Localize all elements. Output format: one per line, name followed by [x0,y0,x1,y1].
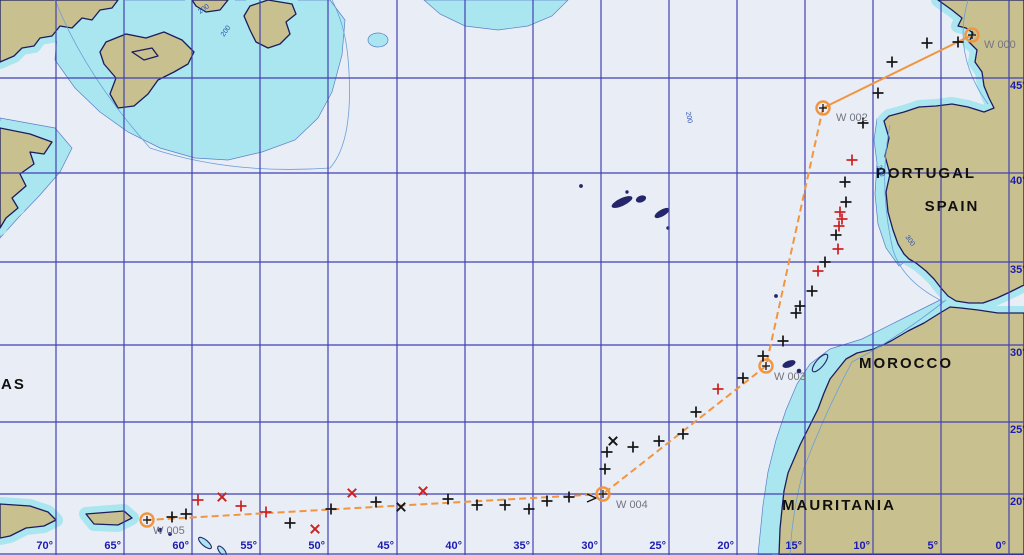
x-fix-mark [418,486,428,496]
top-middle-shoal [423,0,569,31]
waypoint-w-000[interactable] [964,27,980,43]
x-fix-mark [217,492,227,502]
waypoint-ring[interactable] [815,100,831,116]
leeward-island [198,536,212,550]
land-hispaniola [0,503,57,539]
land-africa [778,306,1024,555]
waypoint-ring[interactable] [595,486,611,502]
longitude-tick-label: 40° [445,540,462,552]
waypoint-ring[interactable] [139,512,155,528]
azores-island [654,207,670,219]
land-new-england [0,127,53,229]
land-pei [131,47,159,61]
longitude-tick-label: 20° [717,540,734,552]
longitude-tick-label: 50° [308,540,325,552]
waypoint-label: W 003 [774,371,806,383]
virgin-islands-islet [157,527,163,533]
longitude-tick-label: 35° [513,540,530,552]
land-newfoundland-north [191,0,229,13]
longitude-tick-label: 10° [853,540,870,552]
virgin-islands-islet [168,532,172,536]
longitude-tick-label: 5° [927,540,938,552]
depth-label: 300 [875,164,885,177]
depth-contour-line [962,0,989,105]
azores-islet [625,190,629,194]
islands-layer [157,184,829,555]
region-label: SPAIN [925,198,980,215]
azores-island [611,196,633,208]
depth-contour-line [884,124,945,303]
grand-banks-shoal [54,0,346,161]
latitude-tick-label: 35° [1010,264,1024,276]
longitude-tick-label: 30° [581,540,598,552]
x-fix-mark [608,436,618,446]
course-arrow-mark [586,493,598,503]
azores-islet [579,184,583,188]
x-fix-mark [310,524,320,534]
route-leg [602,365,767,495]
madeira-island [782,360,796,368]
longitude-tick-label: 60° [172,540,189,552]
flemish-cap-shoal [367,32,389,48]
waypoint-ring[interactable] [758,358,774,374]
land-france-iberia [883,0,1024,304]
longitude-tick-label: 65° [104,540,121,552]
canary-island [811,353,829,373]
waypoint-label: W 004 [616,499,648,511]
latitude-tick-label: 20° [1010,496,1024,508]
waypoint-w-005[interactable] [139,512,155,528]
x-fix-mark [347,488,357,498]
longitude-tick-label: 0° [995,540,1006,552]
latitude-tick-label: 40° [1010,175,1024,187]
longitude-tick-label: 55° [240,540,257,552]
latitude-tick-label: 30° [1010,347,1024,359]
waypoint-w-003[interactable] [758,358,774,374]
land-puerto-rico [85,510,133,526]
route-leg [822,34,973,109]
region-label: MOROCCO [859,355,953,372]
latitude-tick-label: 45° [1010,80,1024,92]
position-fix-marks-layer [166,36,964,534]
longitude-tick-label: 70° [36,540,53,552]
region-label: MAURITANIA [782,497,896,514]
route-leg [765,107,824,367]
longitude-tick-label: 15° [785,540,802,552]
route-leg [146,493,604,521]
route-layer [139,27,980,528]
waypoint-ring[interactable] [964,27,980,43]
depth-contour-line [54,0,350,170]
latitude-tick-label: 25° [1010,424,1024,436]
waypoint-label: W 002 [836,112,868,124]
land-newfoundland [243,0,297,49]
waypoint-w-004[interactable] [595,486,611,502]
depth-label: 200 [684,111,693,124]
longitude-tick-label: 45° [377,540,394,552]
region-label: PORTUGAL [876,165,976,182]
region-label: AS [1,376,26,393]
depth-contour-line [789,299,947,555]
x-fix-mark [396,502,406,512]
porto-santo-islet [796,368,802,374]
azores-island [635,195,647,203]
depth-contour-layer [54,0,989,555]
land-canada [0,0,119,63]
waypoint-w-002[interactable] [815,100,831,116]
selvagens-islet [774,294,778,298]
waypoint-label: W 005 [153,525,185,537]
longitude-tick-label: 25° [649,540,666,552]
waypoint-label: W 000 [984,39,1016,51]
